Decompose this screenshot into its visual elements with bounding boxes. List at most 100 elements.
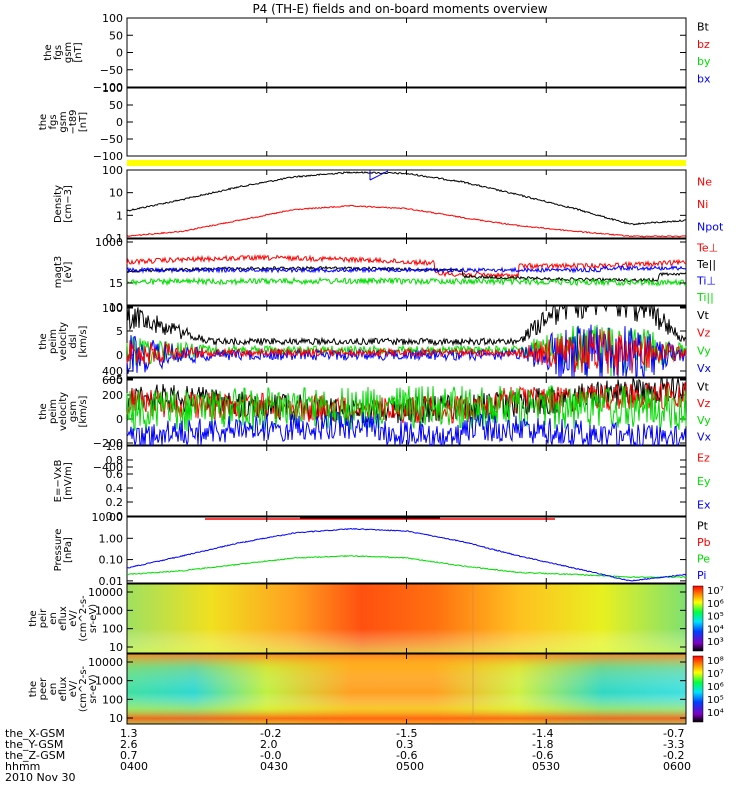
y-tick-label: 10	[109, 187, 123, 200]
y-tick-label: 100	[102, 302, 123, 315]
panel-frame	[126, 516, 687, 584]
y-tick-label: −5	[107, 373, 123, 386]
vx-gsm-trace	[126, 411, 687, 447]
legend-entry-ti||: Ti||	[696, 291, 714, 304]
panel-frame	[126, 17, 687, 88]
legend-entry-vx: Vx	[697, 362, 712, 375]
y-axis-label: E=−VxB	[53, 460, 64, 503]
panel-density: 100 10 1 0.1 Density [cm−3] Ne Ni Npot	[53, 164, 724, 245]
y-axis-label: peim	[48, 399, 59, 424]
y-tick-label: 1000	[95, 236, 123, 249]
legend-entry-bt: Bt	[697, 21, 710, 34]
y-gsm-value: 2.6	[120, 738, 138, 751]
y-tick-label: 0.10	[99, 554, 124, 567]
ti-par-trace	[126, 276, 687, 287]
z-gsm-value: -0.6	[532, 749, 553, 762]
y-axis-label: peim	[48, 329, 59, 354]
x-gsm-value: 1.3	[120, 727, 138, 740]
y-axis-label: eV/	[68, 610, 79, 627]
colorbar-tick-label: 10⁷	[707, 586, 724, 597]
density-trace-ni	[126, 204, 687, 238]
mode-bar	[127, 160, 686, 166]
colorbar-tick-label: 10³	[707, 637, 724, 648]
y-axis-label: Pressure	[53, 529, 64, 572]
panel-frame	[126, 445, 687, 517]
y-tick-label: −50	[100, 64, 123, 77]
panel-frame	[126, 238, 687, 306]
hhmm-value: 0500	[396, 760, 424, 773]
time-row-label-hhmm: hhmm	[5, 760, 40, 773]
y-tick-label: 0	[116, 413, 123, 426]
y-tick-label: 1.0	[106, 440, 124, 453]
y-gsm-value: 2.0	[260, 738, 278, 751]
legend-entry-ez: Ez	[697, 452, 710, 465]
y-axis-label: [cm−3]	[63, 185, 74, 223]
panel-electron-spectrogram: 10000 1000 100 10 the peer en eflux eV/(cm^2-s-s…	[28, 653, 724, 725]
panel-ion-spectrogram: 10000 1000 100 10 the peir en eflux eV/(cm^2-s-s…	[28, 583, 724, 654]
y-axis-label: Density	[53, 185, 64, 223]
y-tick-label: 0	[116, 349, 123, 362]
z-gsm-value: -0.0	[260, 749, 281, 762]
panel-frame	[126, 169, 687, 239]
panel-fgs-gsm: the fgs gsm [nT] 100 50 0 −50 −100 Bt bz by bx	[43, 12, 711, 94]
y-axis-label: (cm^2-s-	[78, 595, 89, 642]
y-axis-label: eV/	[68, 680, 79, 697]
colorbar-tick-label: 10⁵	[707, 695, 724, 706]
y-tick-label: 10	[109, 641, 123, 654]
legend-entry-by: by	[697, 55, 711, 68]
colorbar-tick-label: 10⁴	[707, 624, 724, 635]
pressure-trace-pe	[126, 554, 687, 579]
legend-entry-ti⊥: Ti⊥	[696, 274, 716, 287]
y-axis-label: velocity	[58, 322, 69, 361]
z-gsm-value: -0.6	[396, 749, 417, 762]
y-tick-label: 100	[102, 12, 123, 25]
y-axis-label: sr-eV)	[88, 674, 99, 703]
y-axis-label: the	[38, 114, 49, 130]
legend-entry-ex: Ex	[697, 498, 711, 511]
y-tick-label: 10.00	[92, 511, 124, 524]
z-gsm-value: -0.2	[663, 749, 684, 762]
time-row-label-z: the_Z-GSM	[5, 749, 65, 762]
y-tick-label: 0.01	[99, 575, 124, 588]
spectrogram-overlay	[127, 584, 686, 653]
y-axis-label: fgs	[48, 114, 59, 129]
y-tick-label: 0.0	[106, 510, 124, 523]
legend-entry-vt: Vt	[697, 309, 710, 322]
y-axis-label: the	[38, 403, 49, 419]
y-axis-label: [nT]	[73, 42, 84, 62]
y-tick-label: 0.6	[106, 468, 124, 481]
vz-trace	[126, 329, 687, 375]
panel-temperature: 1000 magt3 [eV] Te⊥ Te|| Ti⊥ Ti||	[53, 236, 718, 306]
hhmm-value: 0430	[260, 760, 288, 773]
y-axis-label: [nPa]	[63, 537, 74, 563]
y-tick-label: 600	[102, 374, 123, 387]
x-gsm-value: -1.5	[396, 727, 417, 740]
y-tick-label: 10	[109, 301, 123, 314]
y-tick-label: 400	[102, 365, 123, 378]
time-row-label-y: the_Y-GSM	[5, 738, 63, 751]
y-axis-label: en	[48, 683, 59, 696]
y-axis-label: gsm	[58, 111, 69, 132]
y-tick-label: −400	[93, 461, 123, 474]
legend-entry-vy: Vy	[697, 414, 711, 427]
colorbar-tick-label: 10⁶	[707, 599, 724, 610]
y-tick-label: 0.4	[106, 482, 124, 495]
legend-entry-ni: Ni	[697, 198, 708, 211]
density-trace-ne	[126, 171, 687, 226]
y-tick-label: 0.1	[106, 232, 124, 245]
colorbar	[692, 655, 704, 723]
chart-title: P4 (TH-E) fields and on-board moments ov…	[252, 2, 547, 16]
y-tick-label: 100	[102, 82, 123, 95]
y-axis-label: the	[43, 44, 54, 60]
legend-entry-te||: Te||	[696, 258, 716, 271]
y-axis-label: peer	[38, 677, 49, 701]
legend-entry-te⊥: Te⊥	[696, 241, 718, 254]
y-axis-label: magt3	[53, 256, 64, 289]
panel-mode-bar	[127, 160, 686, 166]
y-axis-label: fgs	[53, 45, 64, 60]
y-tick-label: 50	[109, 29, 123, 42]
y-tick-label: 100	[102, 693, 123, 706]
legend-entry-vy: Vy	[697, 344, 711, 357]
y-axis-label: [mV/m]	[63, 462, 74, 500]
